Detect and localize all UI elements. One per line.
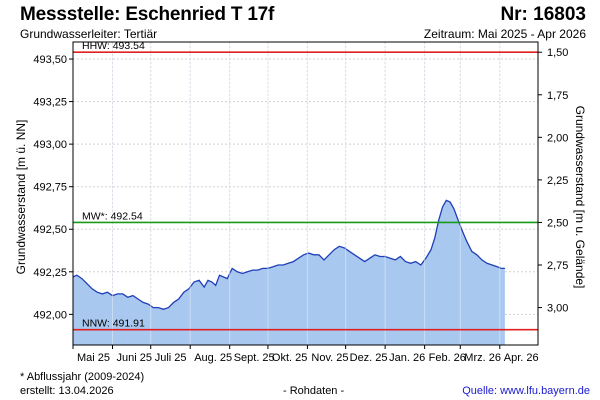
- footnote: * Abflussjahr (2009-2024): [20, 371, 145, 383]
- x-tick-label: Okt. 25: [272, 352, 307, 364]
- x-tick-label: Mai 25: [77, 352, 110, 364]
- y-tick-label: 492,50: [33, 224, 67, 236]
- rawdata-label: - Rohdaten -: [283, 385, 345, 397]
- x-tick-label: Jan. 26: [389, 352, 425, 364]
- reference-label: HHW: 493.54: [82, 40, 145, 52]
- right-tick-label: 2,00: [547, 132, 568, 144]
- right-tick-label: 2,75: [547, 260, 568, 272]
- reference-lines: HHW: 493.54 MW*: 492.54 NNW: 491.91: [73, 40, 538, 345]
- y-axis-label-left: Grundwasserstand [m ü. NN]: [14, 120, 28, 275]
- reference-label: NNW: 491.91: [82, 318, 145, 330]
- water-level-area: [73, 200, 505, 345]
- y-tick-label: 493,25: [33, 97, 67, 109]
- x-tick-label: Aug. 25: [194, 352, 232, 364]
- x-tick-label: Sept. 25: [234, 352, 275, 364]
- y-axis-label-right: Grundwasserstand [m u. Gelände]: [573, 106, 587, 289]
- y-tick-label: 492,25: [33, 267, 67, 279]
- created-date: erstellt: 13.04.2026: [20, 385, 114, 397]
- water-level-line: [72, 199, 505, 310]
- plot-frame: [72, 41, 539, 346]
- y-tick-label: 492,00: [33, 309, 67, 321]
- right-tick-label: 2,50: [547, 217, 568, 229]
- y-tick-label: 492,75: [33, 182, 67, 194]
- y-tick-label: 493,50: [33, 54, 67, 66]
- right-tick-label: 2,25: [547, 175, 568, 187]
- y-tick-label: 493,00: [33, 139, 67, 151]
- right-tick-label: 3,00: [547, 303, 568, 315]
- right-tick-label: 1,50: [547, 47, 568, 59]
- page-title: Messstelle: Eschenried T 17f: [20, 4, 275, 25]
- right-tick-label: 1,75: [547, 90, 568, 102]
- axes: 492,00 492,25 492,50 492,75 493,00 493,25 493,…: [33, 41, 568, 364]
- x-tick-label: Feb. 26: [429, 352, 466, 364]
- x-tick-label: Juni 25: [116, 352, 151, 364]
- source-link[interactable]: Quelle: www.lfu.bayern.de: [462, 385, 590, 397]
- x-tick-label: Mrz. 26: [464, 352, 501, 364]
- x-tick-label: Nov. 25: [311, 352, 348, 364]
- x-tick-label: Apr. 26: [504, 352, 539, 364]
- aquifer-subtitle: Grundwasserleiter: Tertiär: [20, 27, 158, 41]
- time-period: Zeitraum: Mai 2025 - Apr 2026: [423, 27, 586, 41]
- x-tick-label: Juli 25: [155, 352, 187, 364]
- station-number: Nr: 16803: [500, 4, 586, 25]
- reference-label: MW*: 492.54: [82, 210, 143, 222]
- x-tick-label: Dez. 25: [350, 352, 388, 364]
